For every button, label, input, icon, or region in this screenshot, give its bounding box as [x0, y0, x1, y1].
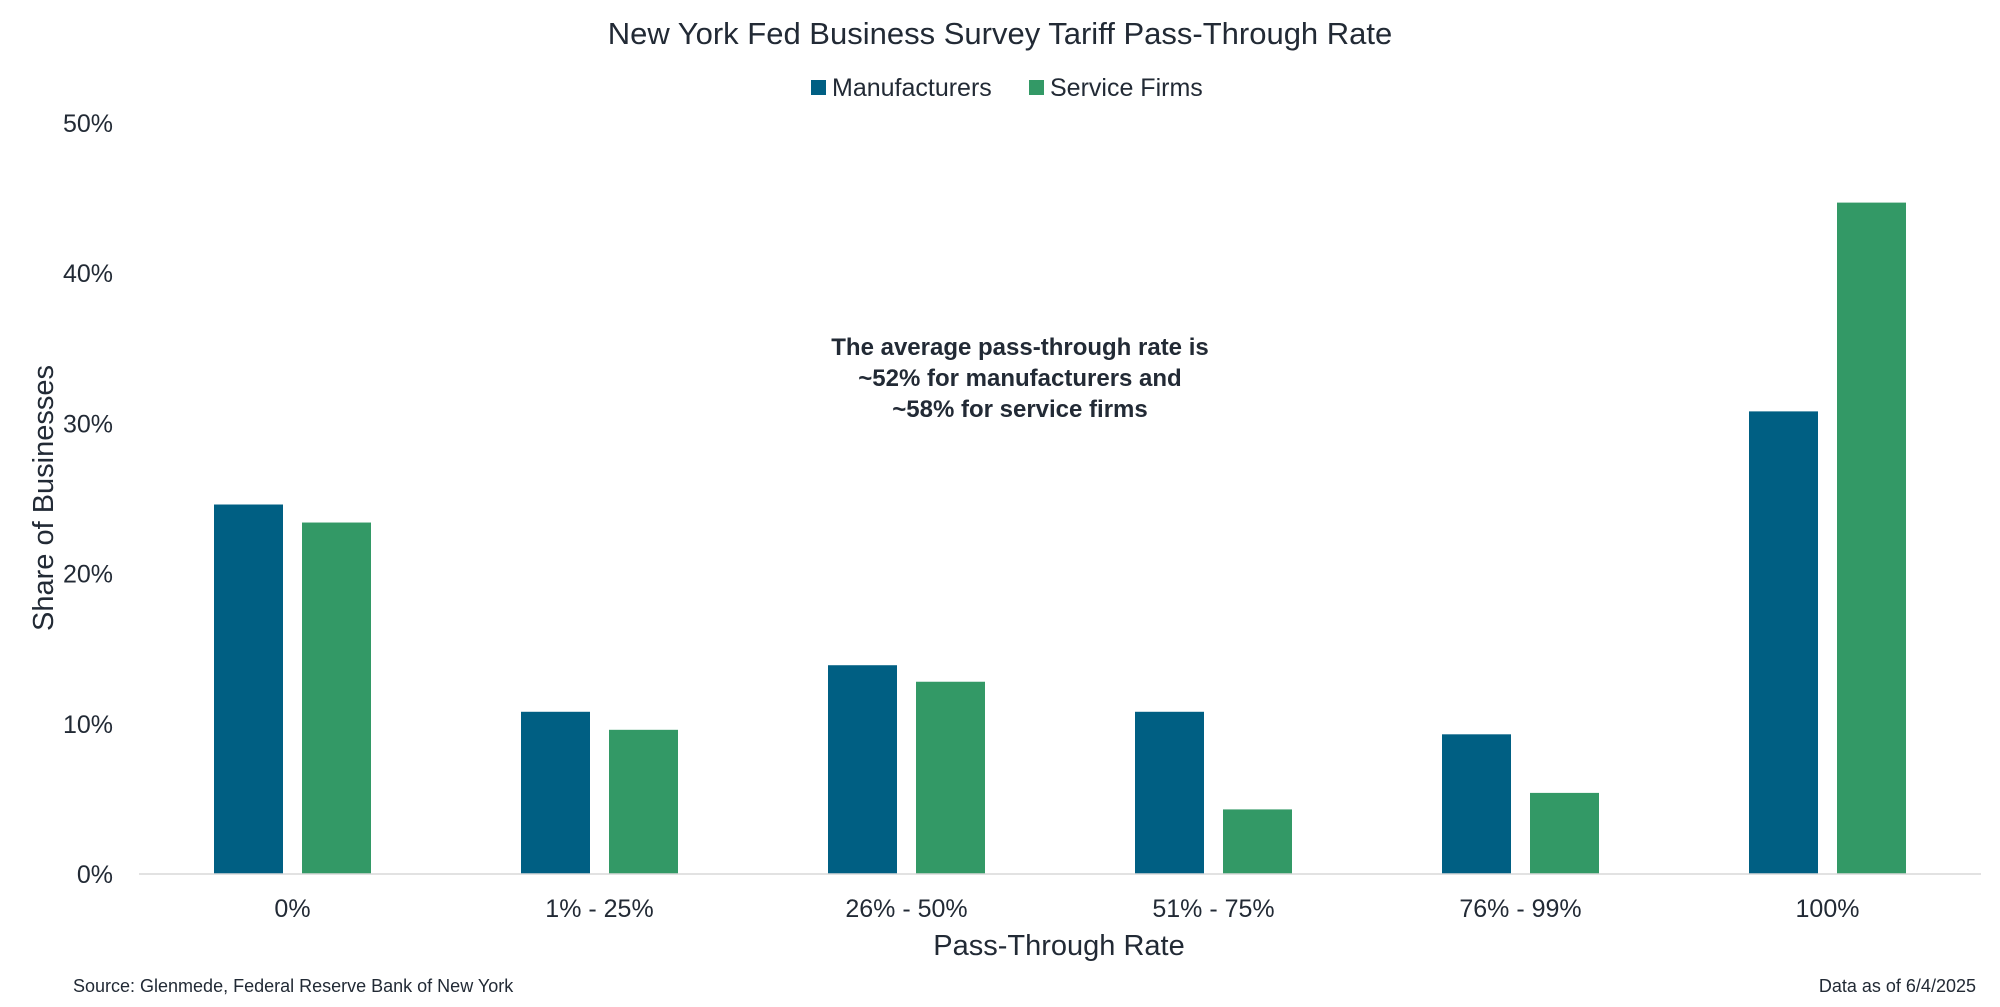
x-tick-label: 51% - 75%: [1152, 895, 1274, 923]
legend-swatch-service-firms: [1029, 80, 1044, 95]
x-tick-label: 76% - 99%: [1459, 895, 1581, 923]
bar-manufacturers: [1442, 734, 1511, 874]
bar-service-firms: [1837, 202, 1906, 874]
bars: [214, 202, 1906, 874]
bar-service-firms: [916, 681, 985, 874]
bar-service-firms: [609, 729, 678, 874]
source-note: Source: Glenmede, Federal Reserve Bank o…: [73, 976, 514, 996]
chart-title: New York Fed Business Survey Tariff Pass…: [608, 16, 1393, 51]
y-tick-label: 20%: [63, 561, 113, 589]
bar-manufacturers: [1749, 411, 1818, 874]
annotation-line-1: The average pass-through rate is: [831, 334, 1208, 361]
legend-swatch-manufacturers: [811, 80, 826, 95]
y-axis-title: Share of Businesses: [28, 365, 60, 631]
x-tick-label: 1% - 25%: [545, 895, 653, 923]
bar-manufacturers: [828, 665, 897, 874]
data-date-note: Data as of 6/4/2025: [1819, 976, 1976, 996]
legend-label-service-firms: Service Firms: [1050, 74, 1203, 102]
bar-service-firms: [302, 522, 371, 874]
bar-service-firms: [1530, 792, 1599, 874]
bar-manufacturers: [1135, 711, 1204, 874]
annotation-line-3: ~58% for service firms: [892, 396, 1147, 423]
x-tick-label: 26% - 50%: [845, 895, 967, 923]
legend-label-manufacturers: Manufacturers: [832, 74, 992, 102]
y-tick-label: 50%: [63, 110, 113, 138]
bar-manufacturers: [521, 711, 590, 874]
y-tick-label: 30%: [63, 410, 113, 438]
y-tick-label: 0%: [77, 861, 113, 889]
x-tick-label: 100%: [1796, 895, 1860, 923]
y-tick-label: 40%: [63, 260, 113, 288]
bar-manufacturers: [214, 504, 283, 874]
x-tick-label: 0%: [274, 895, 310, 923]
annotation-line-2: ~52% for manufacturers and: [858, 365, 1181, 392]
x-axis-title: Pass-Through Rate: [933, 930, 1184, 962]
y-axis-ticks: 0% 10% 20% 30% 40% 50%: [63, 110, 113, 889]
annotation: The average pass-through rate is ~52% fo…: [831, 334, 1208, 423]
y-tick-label: 10%: [63, 711, 113, 739]
legend: Manufacturers Service Firms: [811, 74, 1203, 102]
x-axis-ticks: 0% 1% - 25% 26% - 50% 51% - 75% 76% - 99% 100…: [274, 895, 1859, 923]
bar-service-firms: [1223, 809, 1292, 874]
